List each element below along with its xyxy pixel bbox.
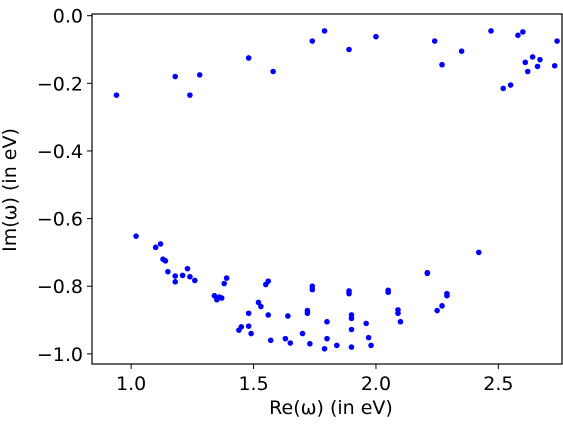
data-point (282, 335, 289, 342)
y-tick-label: 0.0 (53, 6, 83, 28)
data-point (385, 289, 391, 296)
x-tick-label: 2.5 (483, 373, 513, 395)
data-point (238, 324, 245, 330)
x-axis-ticks: 1.0 1.5 2.0 2.5 (116, 364, 513, 395)
data-point (348, 344, 355, 350)
data-point (187, 92, 193, 98)
data-point (333, 342, 340, 349)
data-point (348, 326, 355, 333)
data-point (285, 313, 291, 319)
data-point (395, 310, 401, 317)
data-point (172, 73, 179, 80)
data-point (309, 286, 316, 293)
data-point (287, 340, 294, 346)
data-point (537, 56, 543, 63)
data-point (321, 345, 328, 352)
data-point (321, 28, 328, 34)
y-tick-label: −0.8 (37, 276, 83, 298)
data-point (265, 278, 272, 284)
data-point (373, 33, 379, 40)
data-point (267, 337, 274, 344)
data-point (179, 272, 186, 279)
x-tick-label: 1.5 (238, 373, 268, 395)
data-point (522, 59, 529, 66)
y-axis-ticks: 0.0 −0.2 −0.4 −0.6 −0.8 −1.0 (37, 6, 92, 366)
data-point (346, 288, 352, 294)
data-point (520, 29, 526, 35)
data-point (431, 38, 438, 44)
data-point (165, 268, 171, 275)
data-point (475, 249, 482, 256)
data-point (245, 323, 252, 329)
data-point (458, 48, 465, 54)
data-point (368, 342, 374, 349)
data-point (245, 310, 252, 317)
data-point (211, 292, 218, 299)
data-point (245, 55, 252, 61)
data-point (324, 318, 330, 325)
plot-area (91, 13, 563, 365)
data-point (223, 275, 230, 281)
data-point (515, 32, 521, 39)
x-tick-label: 2.0 (361, 373, 391, 395)
data-point (133, 233, 139, 239)
data-point (258, 303, 264, 310)
data-point (157, 241, 164, 247)
data-point (554, 38, 560, 44)
data-point (434, 307, 440, 314)
data-point (172, 279, 179, 285)
data-point (324, 335, 330, 342)
data-point (255, 299, 262, 306)
y-tick-label: −1.0 (37, 344, 83, 366)
data-point (196, 72, 203, 78)
data-point (439, 303, 445, 309)
data-point (397, 318, 404, 325)
data-point (529, 54, 536, 60)
data-point (152, 244, 159, 251)
data-point (365, 334, 372, 341)
data-point (270, 68, 276, 75)
y-axis-label: Im(ω) (in eV) (0, 128, 21, 252)
data-point (488, 28, 494, 34)
data-point (534, 63, 541, 70)
data-point (265, 312, 272, 318)
data-point (346, 46, 352, 53)
data-point (444, 292, 450, 299)
data-point (507, 82, 514, 88)
data-point (348, 315, 355, 322)
x-axis-label: Re(ω) (in eV) (269, 397, 393, 419)
data-point (304, 310, 311, 317)
data-point (307, 340, 313, 347)
data-point (113, 92, 120, 98)
data-point (439, 61, 445, 68)
y-tick-label: −0.2 (37, 73, 83, 95)
data-point (309, 38, 316, 44)
data-point (299, 330, 306, 337)
y-tick-label: −0.4 (37, 141, 83, 163)
data-points (113, 28, 560, 352)
data-point (187, 273, 193, 280)
y-tick-label: −0.6 (37, 209, 83, 231)
data-point (500, 85, 507, 92)
data-point (221, 280, 227, 287)
data-point (248, 330, 254, 337)
data-point (524, 68, 531, 75)
data-point (551, 62, 558, 69)
data-point (172, 273, 179, 279)
data-point (192, 277, 198, 284)
x-tick-label: 1.0 (116, 373, 146, 395)
data-point (218, 295, 225, 301)
data-point (184, 265, 191, 272)
data-point (363, 320, 369, 327)
data-point (162, 258, 169, 264)
data-point (424, 270, 431, 277)
